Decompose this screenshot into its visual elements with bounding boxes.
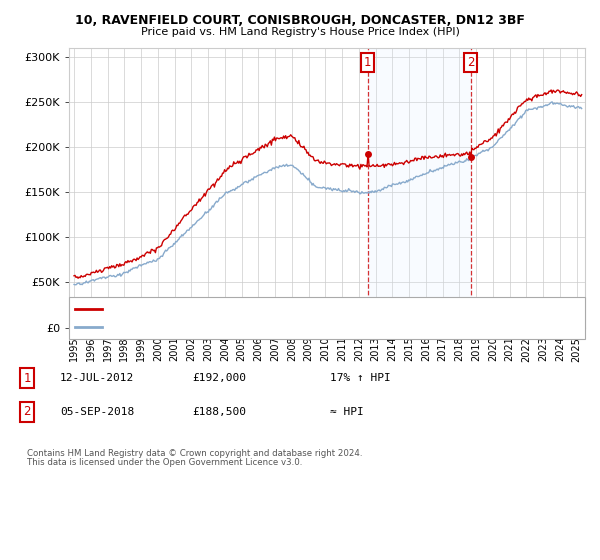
Text: 10, RAVENFIELD COURT, CONISBROUGH, DONCASTER, DN12 3BF: 10, RAVENFIELD COURT, CONISBROUGH, DONCA… (75, 14, 525, 27)
Text: 12-JUL-2012: 12-JUL-2012 (60, 373, 134, 383)
Text: £192,000: £192,000 (192, 373, 246, 383)
Text: Contains HM Land Registry data © Crown copyright and database right 2024.: Contains HM Land Registry data © Crown c… (27, 449, 362, 458)
Text: £188,500: £188,500 (192, 407, 246, 417)
Text: ≈ HPI: ≈ HPI (330, 407, 364, 417)
Text: Price paid vs. HM Land Registry's House Price Index (HPI): Price paid vs. HM Land Registry's House … (140, 27, 460, 37)
Text: 1: 1 (364, 56, 371, 69)
Text: 05-SEP-2018: 05-SEP-2018 (60, 407, 134, 417)
Text: 2: 2 (467, 56, 475, 69)
Text: 10, RAVENFIELD COURT, CONISBROUGH, DONCASTER, DN12 3BF (detached house): 10, RAVENFIELD COURT, CONISBROUGH, DONCA… (107, 304, 521, 314)
Text: 17% ↑ HPI: 17% ↑ HPI (330, 373, 391, 383)
Text: 1: 1 (23, 371, 31, 385)
Text: This data is licensed under the Open Government Licence v3.0.: This data is licensed under the Open Gov… (27, 458, 302, 467)
Text: HPI: Average price, detached house, Doncaster: HPI: Average price, detached house, Donc… (107, 322, 342, 332)
Bar (368, 48, 471, 328)
Text: 2: 2 (23, 405, 31, 418)
